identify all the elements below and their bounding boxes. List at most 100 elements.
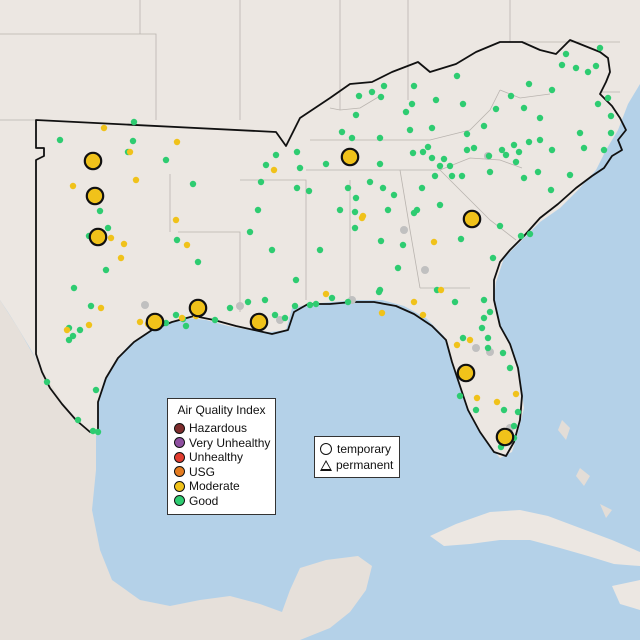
- station-marker-good[interactable]: [96, 207, 104, 215]
- station-marker-good[interactable]: [352, 111, 360, 119]
- station-marker-good[interactable]: [104, 224, 112, 232]
- station-marker-good[interactable]: [384, 206, 392, 214]
- station-marker-good[interactable]: [525, 138, 533, 146]
- station-marker-good[interactable]: [293, 148, 301, 156]
- station-marker-good[interactable]: [293, 184, 301, 192]
- station-marker-good[interactable]: [536, 114, 544, 122]
- station-marker-good[interactable]: [281, 314, 289, 322]
- station-marker-good[interactable]: [410, 82, 418, 90]
- station-marker-good[interactable]: [562, 50, 570, 58]
- station-marker-moderate[interactable]: [183, 241, 191, 249]
- station-marker-good[interactable]: [272, 151, 280, 159]
- station-marker-good[interactable]: [604, 94, 612, 102]
- station-marker-good[interactable]: [453, 72, 461, 80]
- station-marker-good[interactable]: [402, 108, 410, 116]
- station-marker-good[interactable]: [129, 137, 137, 145]
- station-marker-moderate[interactable]: [493, 398, 501, 406]
- station-marker-no-data[interactable]: [472, 344, 480, 352]
- station-marker-moderate-temporary[interactable]: [188, 298, 208, 318]
- station-marker-no-data[interactable]: [421, 266, 429, 274]
- station-marker-good[interactable]: [390, 191, 398, 199]
- station-marker-good[interactable]: [368, 88, 376, 96]
- station-marker-good[interactable]: [432, 96, 440, 104]
- station-marker-good[interactable]: [431, 172, 439, 180]
- station-marker-good[interactable]: [536, 136, 544, 144]
- station-marker-moderate[interactable]: [136, 318, 144, 326]
- station-marker-good[interactable]: [459, 100, 467, 108]
- station-marker-good[interactable]: [418, 184, 426, 192]
- station-marker-good[interactable]: [489, 254, 497, 262]
- station-marker-good[interactable]: [457, 235, 465, 243]
- station-marker-moderate[interactable]: [466, 336, 474, 344]
- station-marker-good[interactable]: [70, 284, 78, 292]
- station-marker-no-data[interactable]: [236, 302, 244, 310]
- station-marker-moderate-temporary[interactable]: [83, 151, 103, 171]
- station-marker-moderate-temporary[interactable]: [85, 186, 105, 206]
- station-marker-good[interactable]: [312, 300, 320, 308]
- station-marker-good[interactable]: [172, 311, 180, 319]
- station-marker-good[interactable]: [424, 143, 432, 151]
- station-marker-good[interactable]: [520, 104, 528, 112]
- station-marker-good[interactable]: [580, 144, 588, 152]
- station-marker-good[interactable]: [305, 187, 313, 195]
- station-marker-good[interactable]: [480, 122, 488, 130]
- station-marker-moderate-temporary[interactable]: [249, 312, 269, 332]
- station-marker-good[interactable]: [162, 319, 170, 327]
- station-marker-good[interactable]: [607, 112, 615, 120]
- station-marker-good[interactable]: [458, 172, 466, 180]
- station-marker-good[interactable]: [226, 304, 234, 312]
- station-marker-good[interactable]: [592, 62, 600, 70]
- station-marker-good[interactable]: [451, 298, 459, 306]
- station-marker-good[interactable]: [572, 64, 580, 72]
- station-marker-moderate-temporary[interactable]: [462, 209, 482, 229]
- station-marker-good[interactable]: [348, 134, 356, 142]
- station-marker-good[interactable]: [419, 148, 427, 156]
- station-marker-good[interactable]: [344, 298, 352, 306]
- station-marker-good[interactable]: [74, 416, 82, 424]
- station-marker-good[interactable]: [328, 294, 336, 302]
- station-marker-good[interactable]: [428, 154, 436, 162]
- station-marker-good[interactable]: [492, 105, 500, 113]
- station-marker-good[interactable]: [257, 178, 265, 186]
- station-marker-good[interactable]: [162, 156, 170, 164]
- station-marker-good[interactable]: [548, 86, 556, 94]
- station-marker-good[interactable]: [486, 308, 494, 316]
- station-marker-good[interactable]: [211, 316, 219, 324]
- station-marker-good[interactable]: [440, 155, 448, 163]
- station-marker-good[interactable]: [485, 152, 493, 160]
- station-marker-moderate[interactable]: [117, 254, 125, 262]
- station-marker-good[interactable]: [600, 146, 608, 154]
- station-marker-good[interactable]: [399, 241, 407, 249]
- station-marker-moderate-temporary[interactable]: [88, 227, 108, 247]
- station-marker-moderate[interactable]: [270, 166, 278, 174]
- station-marker-good[interactable]: [261, 296, 269, 304]
- station-marker-good[interactable]: [486, 168, 494, 176]
- station-marker-good[interactable]: [92, 386, 100, 394]
- station-marker-good[interactable]: [526, 230, 534, 238]
- station-marker-good[interactable]: [194, 258, 202, 266]
- station-marker-moderate[interactable]: [419, 311, 427, 319]
- station-marker-moderate[interactable]: [172, 216, 180, 224]
- station-marker-moderate[interactable]: [97, 304, 105, 312]
- station-marker-moderate-temporary[interactable]: [145, 312, 165, 332]
- station-marker-good[interactable]: [379, 184, 387, 192]
- station-marker-moderate[interactable]: [132, 176, 140, 184]
- station-marker-good[interactable]: [376, 134, 384, 142]
- station-marker-good[interactable]: [376, 286, 384, 294]
- station-marker-good[interactable]: [566, 171, 574, 179]
- station-marker-good[interactable]: [478, 324, 486, 332]
- station-marker-good[interactable]: [506, 364, 514, 372]
- station-marker-good[interactable]: [607, 129, 615, 137]
- station-marker-good[interactable]: [484, 334, 492, 342]
- station-marker-moderate[interactable]: [63, 326, 71, 334]
- station-marker-good[interactable]: [463, 130, 471, 138]
- station-marker-moderate[interactable]: [358, 214, 366, 222]
- station-marker-good[interactable]: [498, 146, 506, 154]
- station-marker-good[interactable]: [336, 206, 344, 214]
- station-marker-good[interactable]: [182, 322, 190, 330]
- station-marker-moderate[interactable]: [85, 321, 93, 329]
- station-marker-good[interactable]: [366, 178, 374, 186]
- station-marker-good[interactable]: [351, 224, 359, 232]
- station-marker-good[interactable]: [520, 174, 528, 182]
- station-marker-good[interactable]: [446, 162, 454, 170]
